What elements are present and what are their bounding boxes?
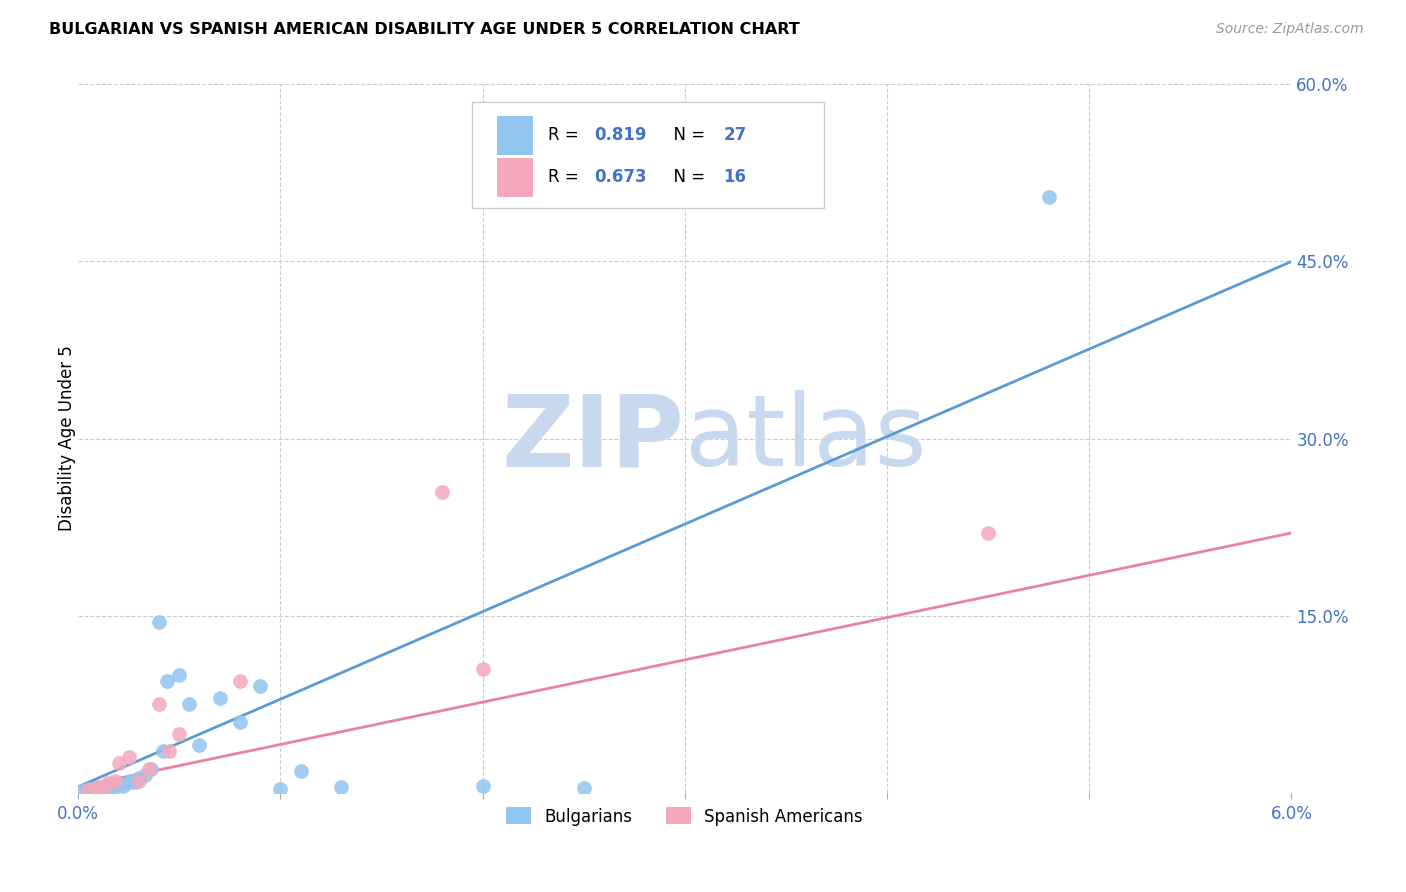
Point bbox=[139, 762, 162, 776]
Point bbox=[290, 764, 312, 779]
Point bbox=[93, 780, 115, 795]
Point bbox=[572, 780, 595, 795]
Point bbox=[152, 744, 174, 758]
Bar bbox=[496, 116, 533, 155]
Point bbox=[91, 780, 114, 795]
Point bbox=[156, 673, 179, 688]
Point bbox=[77, 783, 100, 797]
Text: R =: R = bbox=[548, 127, 583, 145]
Point bbox=[118, 750, 141, 764]
Point bbox=[96, 779, 118, 793]
Point bbox=[75, 783, 97, 797]
Text: N =: N = bbox=[664, 168, 710, 186]
Point bbox=[229, 714, 252, 729]
Point bbox=[103, 780, 125, 794]
Point bbox=[83, 783, 105, 797]
Point bbox=[115, 776, 138, 790]
Point bbox=[111, 779, 134, 793]
Point bbox=[1038, 189, 1060, 203]
Point bbox=[120, 773, 142, 788]
Point bbox=[91, 780, 114, 794]
Point bbox=[471, 779, 494, 793]
Point bbox=[430, 484, 453, 499]
Point bbox=[229, 673, 252, 688]
Point bbox=[134, 768, 156, 782]
Point bbox=[157, 744, 180, 758]
Legend: Bulgarians, Spanish Americans: Bulgarians, Spanish Americans bbox=[498, 799, 872, 834]
Point bbox=[269, 782, 291, 797]
Point bbox=[89, 782, 111, 797]
Point bbox=[103, 773, 125, 788]
Point bbox=[188, 739, 211, 753]
Text: atlas: atlas bbox=[685, 390, 927, 487]
Point bbox=[107, 777, 129, 791]
Point bbox=[167, 667, 190, 681]
Text: 27: 27 bbox=[724, 127, 747, 145]
Point bbox=[128, 772, 150, 786]
Point bbox=[249, 680, 271, 694]
Point bbox=[471, 662, 494, 676]
Point bbox=[100, 782, 122, 797]
Point bbox=[97, 780, 120, 794]
Point bbox=[70, 784, 93, 798]
Point bbox=[208, 691, 231, 706]
Point bbox=[977, 526, 1000, 541]
Point bbox=[97, 776, 120, 790]
Bar bbox=[496, 158, 533, 196]
Point bbox=[124, 775, 146, 789]
Text: BULGARIAN VS SPANISH AMERICAN DISABILITY AGE UNDER 5 CORRELATION CHART: BULGARIAN VS SPANISH AMERICAN DISABILITY… bbox=[49, 22, 800, 37]
Point bbox=[107, 756, 129, 771]
Text: 0.673: 0.673 bbox=[593, 168, 647, 186]
Point bbox=[167, 726, 190, 740]
Point bbox=[148, 615, 170, 629]
Point bbox=[87, 780, 110, 794]
Text: N =: N = bbox=[664, 127, 710, 145]
Text: Source: ZipAtlas.com: Source: ZipAtlas.com bbox=[1216, 22, 1364, 37]
Y-axis label: Disability Age Under 5: Disability Age Under 5 bbox=[58, 345, 76, 532]
Point bbox=[179, 697, 201, 711]
Point bbox=[87, 780, 110, 795]
Point bbox=[128, 773, 150, 788]
FancyBboxPatch shape bbox=[472, 103, 824, 209]
Point bbox=[148, 697, 170, 711]
Text: 0.819: 0.819 bbox=[593, 127, 647, 145]
Text: ZIP: ZIP bbox=[502, 390, 685, 487]
Point bbox=[138, 762, 160, 776]
Point bbox=[79, 782, 101, 797]
Text: 16: 16 bbox=[724, 168, 747, 186]
Text: R =: R = bbox=[548, 168, 583, 186]
Point bbox=[330, 780, 353, 794]
Point bbox=[101, 780, 124, 795]
